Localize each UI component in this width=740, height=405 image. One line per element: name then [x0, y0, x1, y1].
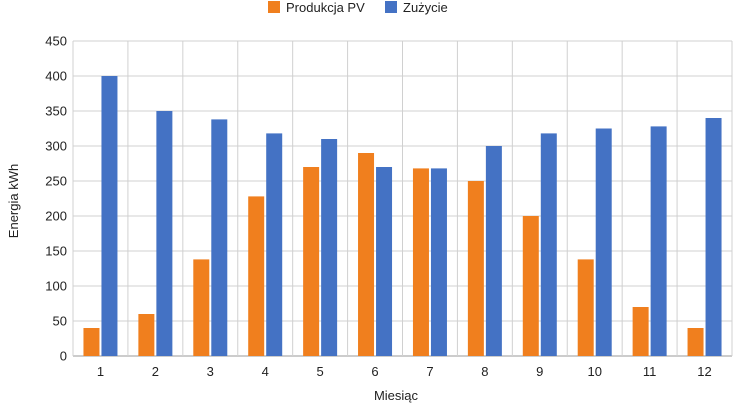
y-tick-label: 350 — [45, 104, 67, 119]
x-tick-label: 12 — [697, 364, 711, 379]
bar-consumption — [376, 167, 393, 356]
bar-pv — [193, 259, 210, 356]
x-tick-label: 7 — [426, 364, 433, 379]
bar-pv — [83, 328, 100, 356]
x-tick-label: 2 — [152, 364, 159, 379]
bar-consumption — [101, 76, 118, 356]
bar-pv — [687, 328, 704, 356]
x-tick-label: 1 — [97, 364, 104, 379]
x-tick-label: 8 — [481, 364, 488, 379]
y-tick-label: 300 — [45, 139, 67, 154]
bar-pv — [303, 167, 320, 356]
x-tick-label: 5 — [317, 364, 324, 379]
bar-consumption — [650, 126, 667, 357]
bar-pv — [522, 216, 539, 356]
y-axis-title: Energia kWh — [6, 164, 21, 238]
y-tick-label: 50 — [53, 314, 67, 329]
x-tick-label: 4 — [262, 364, 269, 379]
bar-consumption — [595, 128, 612, 356]
bar-consumption — [156, 111, 173, 356]
x-tick-labels: 1 2 3 4 5 6 7 8 9 10 11 12 — [97, 364, 712, 379]
gridlines — [72, 40, 733, 357]
bar-pv — [412, 168, 429, 356]
bar-consumption — [540, 133, 557, 356]
bar-consumption — [705, 118, 722, 356]
x-axis-title: Miesiąc — [374, 388, 419, 403]
y-tick-label: 150 — [45, 244, 67, 259]
y-tick-label: 200 — [45, 209, 67, 224]
y-tick-label: 250 — [45, 174, 67, 189]
bars — [83, 76, 722, 357]
x-tick-label: 9 — [536, 364, 543, 379]
y-tick-label: 450 — [45, 34, 67, 49]
y-tick-label: 400 — [45, 69, 67, 84]
y-tick-label: 0 — [60, 349, 67, 364]
bar-pv — [577, 259, 594, 356]
bar-consumption — [321, 139, 338, 356]
bar-consumption — [211, 119, 228, 357]
legend-swatch-consumption — [385, 1, 397, 13]
x-tick-label: 3 — [207, 364, 214, 379]
bar-consumption — [266, 133, 283, 356]
legend: Produkcja PV Zużycie — [268, 0, 448, 15]
bar-consumption — [430, 168, 447, 356]
y-tick-label: 100 — [45, 279, 67, 294]
x-tick-label: 10 — [587, 364, 601, 379]
bar-pv — [248, 196, 265, 356]
bar-consumption — [485, 146, 502, 356]
legend-label-consumption: Zużycie — [403, 0, 448, 15]
x-tick-label: 6 — [371, 364, 378, 379]
bar-pv — [632, 307, 649, 356]
x-tick-label: 11 — [643, 364, 657, 379]
bar-pv — [138, 314, 155, 356]
bar-pv — [467, 181, 484, 356]
legend-swatch-pv — [268, 1, 280, 13]
bar-pv — [358, 153, 375, 356]
y-tick-labels: 0 50 100 150 200 250 300 350 400 450 — [45, 34, 67, 364]
legend-label-pv: Produkcja PV — [286, 0, 365, 15]
